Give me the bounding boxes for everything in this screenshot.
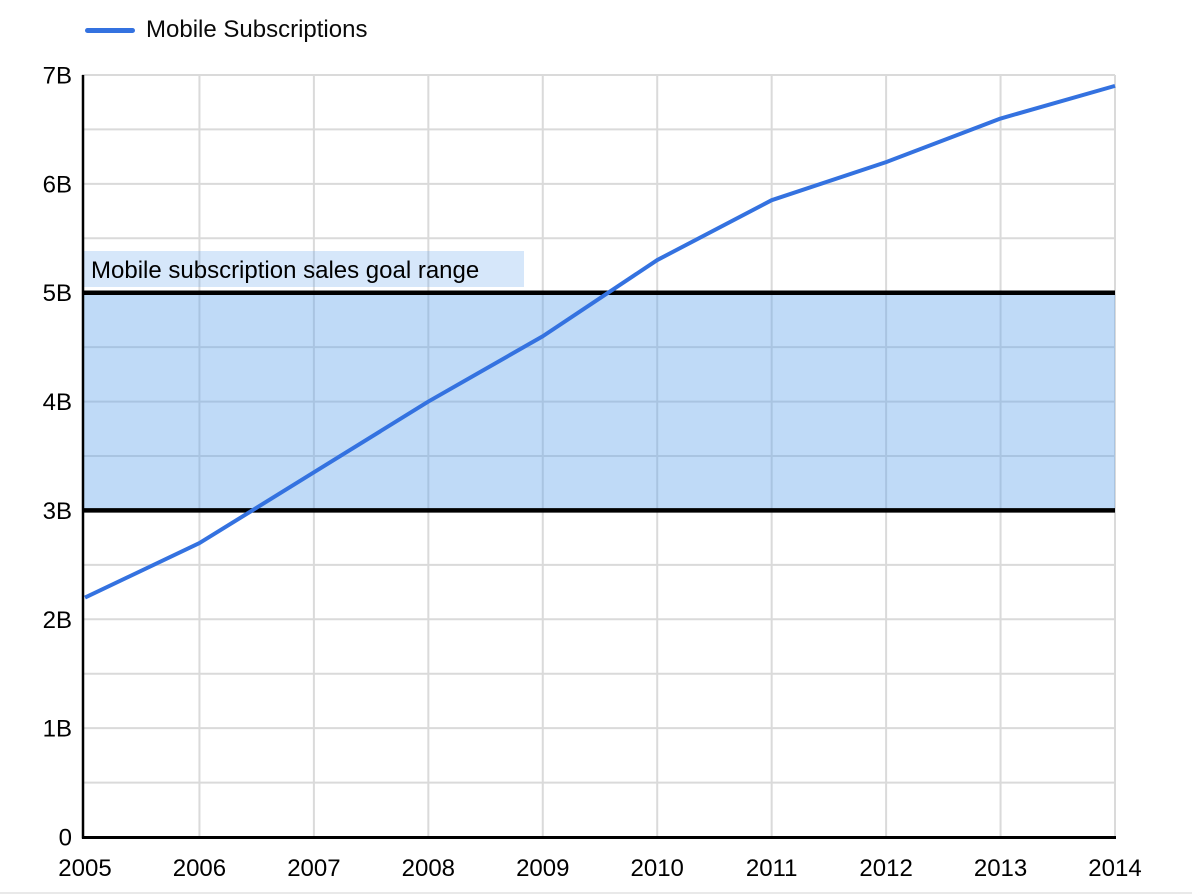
x-tick-label: 2006 [173, 855, 226, 882]
x-tick-label: 2009 [516, 855, 569, 882]
y-tick-label: 3B [43, 498, 72, 525]
x-tick-label: 2012 [859, 855, 912, 882]
x-tick-label: 2010 [631, 855, 684, 882]
y-tick-label: 0 [59, 825, 72, 852]
series-line-mobile-subscriptions[interactable] [84, 83, 1116, 600]
y-tick-label: 5B [43, 280, 72, 307]
x-tick-label: 2014 [1088, 855, 1141, 882]
x-tick-label: 2008 [402, 855, 455, 882]
x-tick-label: 2007 [287, 855, 340, 882]
y-tick-label: 7B [43, 63, 72, 90]
y-tick-label: 4B [43, 389, 72, 416]
legend-line-swatch [85, 27, 135, 33]
y-tick-label: 1B [43, 716, 72, 743]
legend: Mobile Subscriptions [85, 15, 367, 45]
x-axis-labels: 2005 2006 2007 2008 2009 2010 2011 2012 2013 2014 [58, 855, 1141, 882]
goal-range-annotation: Mobile subscription sales goal range [83, 251, 524, 287]
goal-band-fill [82, 292, 1115, 511]
x-tick-label: 2011 [746, 855, 798, 882]
y-tick-label: 6B [43, 171, 72, 198]
x-tick-label: 2005 [58, 855, 111, 882]
y-axis-labels: 0 1B 2B 3B 4B 5B 6B 7B [43, 63, 72, 852]
x-tick-label: 2013 [974, 855, 1027, 882]
goal-range-label: Mobile subscription sales goal range [91, 257, 479, 284]
goal-band [82, 290, 1115, 513]
legend-label: Mobile Subscriptions [146, 16, 368, 43]
goal-range-label-background [83, 251, 524, 287]
y-tick-label: 2B [43, 607, 72, 634]
